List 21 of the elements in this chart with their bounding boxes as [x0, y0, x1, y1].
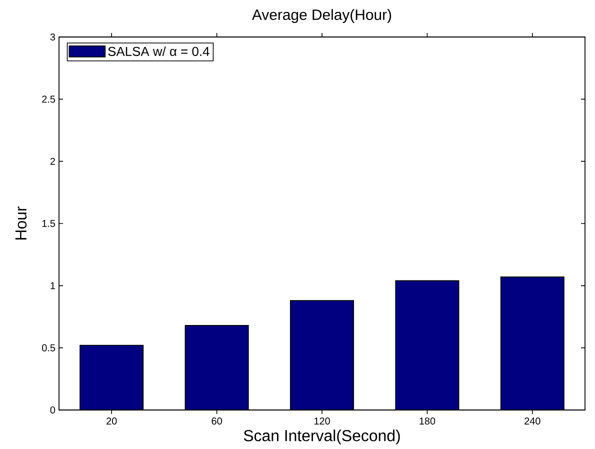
legend-label: SALSA w/ α = 0.4 [108, 46, 210, 56]
y-tick-label: 3 [50, 33, 56, 41]
x-tick-label: 20 [106, 418, 117, 425]
x-tick-label: 60 [212, 418, 222, 425]
x-tick-label: 180 [420, 418, 436, 425]
y-tick-label: 2.5 [42, 96, 56, 103]
y-tick-label: 0.5 [42, 344, 56, 352]
bar [184, 325, 249, 410]
x-tick-label: 120 [314, 418, 330, 425]
x-tick-label: 240 [524, 418, 540, 425]
y-tick-label: 0 [50, 406, 56, 414]
y-tick-label: 1 [50, 282, 55, 290]
bar [395, 280, 460, 410]
y-tick-label: 2 [50, 158, 55, 165]
y-axis-title: Hour [15, 206, 27, 240]
bar [500, 276, 564, 410]
bar [80, 344, 144, 410]
chart-title: Average Delay(Hour) [252, 9, 392, 23]
x-axis-title: Scan Interval(Second) [244, 430, 400, 444]
bar [290, 300, 354, 410]
y-tick-label: 1.5 [42, 220, 56, 227]
